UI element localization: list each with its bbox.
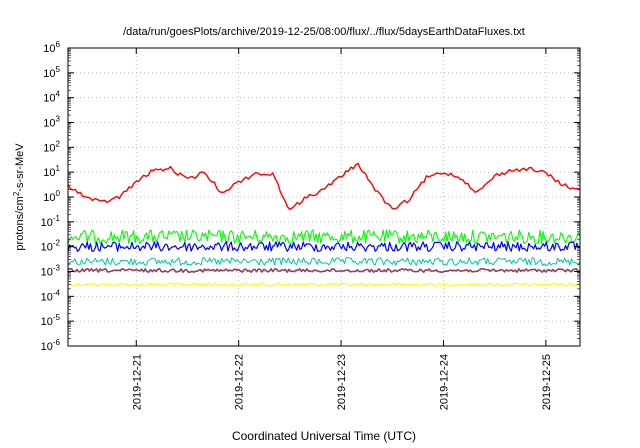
x-tick-label: 2019-12-25: [541, 354, 553, 410]
x-tick-label: 2019-12-24: [438, 354, 450, 410]
y-tick-label: 104: [43, 90, 60, 105]
y-tick-label: 101: [43, 164, 60, 179]
grid: [68, 48, 580, 346]
y-tick-label: 105: [43, 65, 60, 80]
series-line-5: [67, 282, 581, 287]
x-axis-label: Coordinated Universal Time (UTC): [232, 429, 416, 443]
y-tick-label: 10-3: [41, 264, 61, 279]
plot-series: [67, 162, 581, 287]
series-line-1: [67, 229, 581, 245]
y-tick-label: 106: [43, 40, 60, 55]
series-line-0: [67, 162, 581, 211]
x-tick-label: 2019-12-23: [336, 354, 348, 410]
series-line-4: [67, 267, 581, 274]
y-tick-label: 100: [43, 189, 60, 204]
y-tick-label: 103: [43, 115, 60, 130]
series-line-2: [67, 241, 581, 252]
y-tick-label: 10-5: [41, 313, 61, 328]
x-tick-label: 2019-12-21: [131, 354, 143, 410]
y-axis-ticks: 10-6 10-5 10-4 10-3 10-2 10-1 100 101 102 103 104 1…: [41, 40, 580, 353]
series-line-3: [67, 257, 581, 267]
y-tick-label: 10-1: [41, 214, 61, 229]
y-axis-label: protons/cm2-s-sr-MeV: [12, 143, 26, 251]
x-axis-ticks: 2019-12-21 2019-12-22 2019-12-23 2019-12-24…: [131, 48, 553, 410]
y-tick-label: 102: [43, 139, 60, 154]
x-tick-label: 2019-12-22: [234, 354, 246, 410]
y-tick-label: 10-4: [41, 288, 61, 303]
y-tick-label: 10-6: [41, 338, 61, 353]
y-tick-label: 10-2: [41, 239, 61, 254]
chart-title: /data/run/goesPlots/archive/2019-12-25/0…: [123, 26, 525, 38]
